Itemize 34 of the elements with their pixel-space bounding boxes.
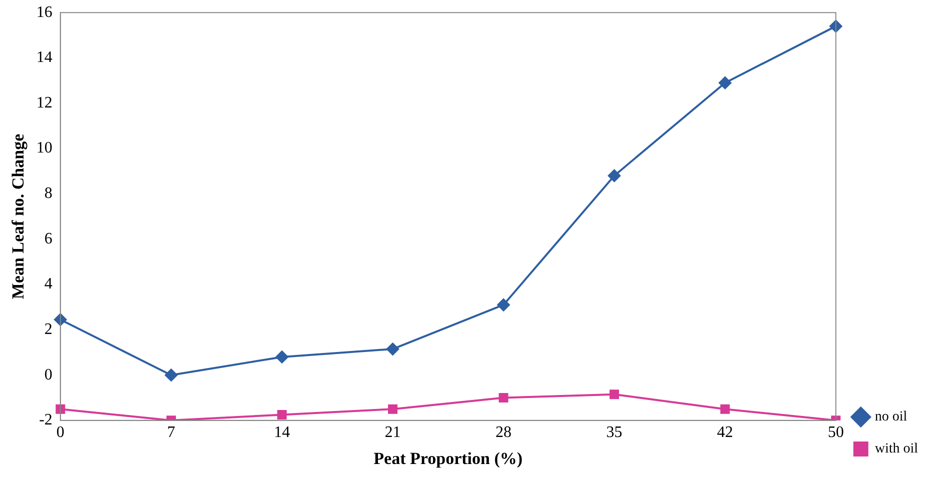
point [164, 368, 178, 382]
y-tick-label: 12 [36, 94, 52, 112]
x-tick-label: 14 [274, 424, 290, 442]
legend-label: with oil [874, 442, 918, 457]
point [498, 393, 508, 402]
y-tick-label: 2 [44, 320, 52, 338]
point [497, 298, 510, 312]
point [718, 76, 732, 90]
x-axis-title: Peat Proportion (%) [374, 449, 523, 468]
y-tick-label: -2 [39, 412, 52, 429]
point [388, 404, 398, 414]
x-tick-label: 21 [384, 424, 401, 442]
y-tick-label: 8 [44, 185, 52, 202]
y-tick-label: 6 [44, 230, 52, 248]
point [720, 404, 730, 414]
x-tick-label: 0 [56, 424, 64, 442]
y-tick-label: 4 [44, 276, 52, 293]
y-axis-title: Mean Leaf no. Change [8, 133, 28, 300]
point [277, 410, 287, 420]
y-tick-label: 16 [36, 4, 52, 21]
point [275, 350, 288, 364]
y-tick-label: 14 [36, 49, 52, 66]
y-tick-label: 10 [36, 140, 52, 157]
x-tick-label: 42 [717, 424, 734, 442]
point [386, 342, 400, 356]
x-tick-label: 50 [828, 424, 844, 442]
x-tick-label: 35 [606, 424, 622, 442]
point [610, 390, 620, 400]
x-tick-label: 28 [496, 424, 512, 442]
x-tick-label: 7 [167, 424, 176, 442]
point [608, 169, 621, 182]
y-tick-label: 0 [44, 366, 52, 384]
legend-label: no oil [874, 410, 908, 425]
point [56, 404, 66, 414]
